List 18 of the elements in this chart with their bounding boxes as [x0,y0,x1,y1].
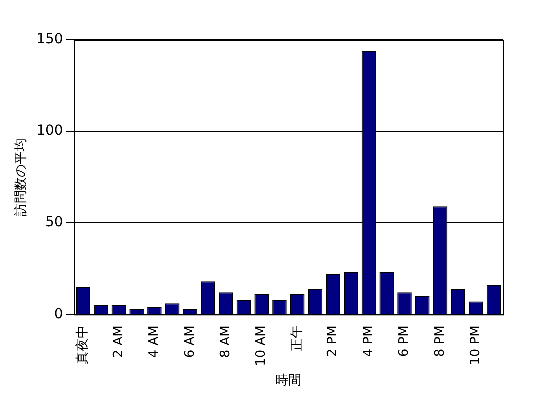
x-tick-label: 4 AM [147,326,162,358]
x-tick-label: 2 PM [326,326,341,358]
x-tick-label: 10 AM [254,326,270,366]
y-tick-label: 150 [36,32,64,48]
x-tick-label: 真夜中 [74,326,91,365]
y-tick-label: 0 [54,306,64,322]
x-axis-title: 時間 [276,374,302,389]
x-tick-label: 2 AM [111,326,126,358]
y-axis-title: 訪問数の平均 [14,138,30,216]
x-tick-label: 4 PM [361,326,376,358]
x-tick-label: 8 AM [218,326,234,358]
x-tick-label: 10 PM [468,326,484,366]
x-tick-label: 6 PM [397,326,412,358]
y-tick-label: 100 [36,123,64,140]
x-tick-label: 正午 [290,326,305,352]
y-tick-label: 50 [45,214,64,231]
x-tick-label: 6 AM [182,326,198,358]
x-tick-label: 8 PM [432,326,448,358]
